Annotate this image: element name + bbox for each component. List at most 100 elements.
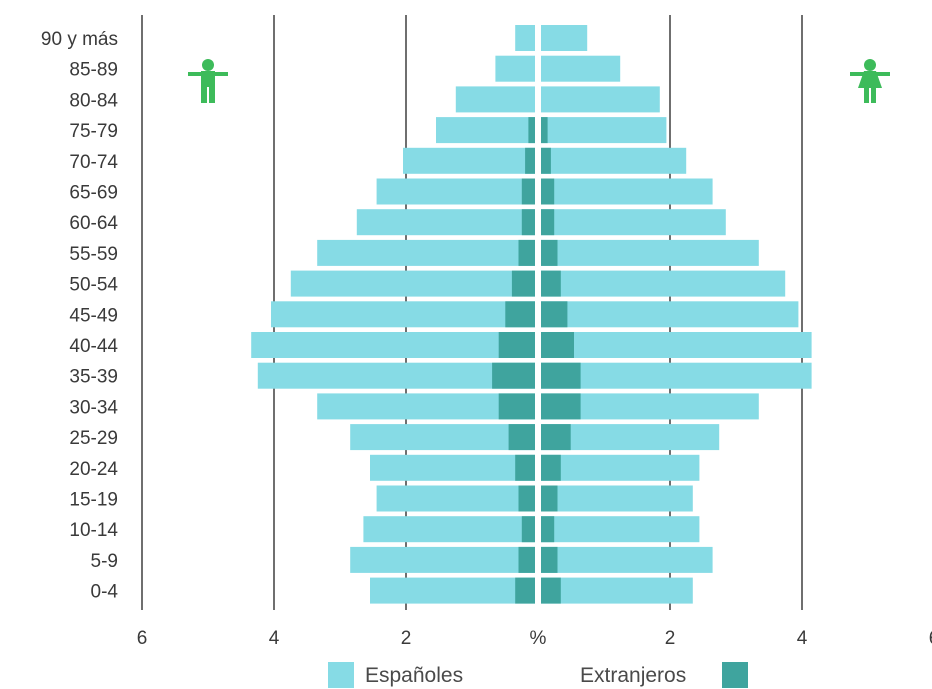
bar-extranjeros-men: [521, 209, 535, 236]
bar-espanoles-men: [515, 25, 535, 51]
bar-espanoles-men: [317, 239, 535, 266]
bar-espanoles-women: [541, 516, 700, 543]
bar-espanoles-men: [363, 516, 535, 543]
x-axis-ticks: 6 4 2 2 4 6%: [137, 628, 932, 649]
bar-espanoles-men: [271, 301, 535, 328]
age-group-label: 60-64: [69, 213, 118, 234]
bar-extranjeros-women: [541, 270, 561, 297]
age-group-label: 55-59: [69, 244, 118, 265]
bar-espanoles-women: [541, 362, 812, 389]
bar-extranjeros-women: [541, 301, 568, 328]
man-icon: [188, 59, 228, 103]
bar-extranjeros-men: [505, 301, 535, 328]
age-group-label: 85-89: [69, 60, 118, 81]
bar-espanoles-women: [541, 86, 660, 113]
bar-extranjeros-men: [515, 454, 535, 481]
bar-extranjeros-women: [541, 239, 558, 266]
bar-extranjeros-women: [541, 546, 558, 573]
bars: [251, 23, 812, 606]
bar-extranjeros-women: [541, 147, 551, 174]
x-tick-label: 6: [137, 628, 148, 649]
bar-extranjeros-women: [541, 393, 581, 420]
bar-extranjeros-men: [528, 117, 535, 144]
age-group-label: 40-44: [69, 336, 118, 357]
bar-extranjeros-men: [521, 516, 535, 543]
age-group-label: 15-19: [69, 490, 118, 511]
bar-extranjeros-women: [541, 424, 571, 451]
age-group-label: 30-34: [69, 397, 118, 418]
bar-espanoles-women: [541, 55, 621, 82]
bar-espanoles-women: [541, 209, 726, 236]
bar-espanoles-women: [541, 147, 687, 174]
bar-espanoles-men: [495, 55, 535, 82]
age-group-label: 90 y más: [41, 29, 118, 50]
bar-extranjeros-women: [541, 485, 558, 512]
legend-swatch-espanoles: [328, 662, 354, 688]
age-group-label: 80-84: [69, 90, 118, 111]
bar-espanoles-men: [356, 209, 535, 236]
bar-extranjeros-women: [541, 362, 581, 389]
bar-extranjeros-women: [541, 454, 561, 481]
bar-espanoles-men: [455, 86, 535, 113]
bar-espanoles-women: [541, 454, 700, 481]
bar-extranjeros-women: [541, 117, 548, 144]
bar-extranjeros-women: [541, 209, 555, 236]
bar-espanoles-men: [350, 546, 535, 573]
bar-extranjeros-men: [498, 332, 535, 358]
bar-extranjeros-women: [541, 516, 555, 543]
bar-extranjeros-women: [541, 178, 555, 205]
bar-extranjeros-men: [518, 546, 535, 573]
x-tick-label: 4: [797, 628, 808, 649]
bar-espanoles-women: [541, 25, 588, 51]
bar-espanoles-men: [251, 332, 535, 358]
bar-extranjeros-men: [492, 362, 535, 389]
age-labels: 90 y más 85-89 80-84 75-79 70-74 65-69 60-64 55…: [41, 29, 119, 603]
bar-extranjeros-men: [518, 239, 535, 266]
bar-extranjeros-men: [498, 393, 535, 420]
bar-extranjeros-men: [515, 577, 535, 604]
x-tick-label: 2: [665, 628, 676, 649]
bar-extranjeros-men: [525, 147, 535, 174]
age-group-label: 50-54: [69, 275, 118, 296]
x-tick-label: 2: [401, 628, 412, 649]
woman-icon: [850, 59, 890, 103]
bar-espanoles-women: [541, 577, 693, 604]
age-group-label: 0-4: [91, 582, 119, 603]
age-group-label: 10-14: [69, 520, 118, 541]
bar-espanoles-men: [436, 117, 535, 144]
bar-espanoles-women: [541, 332, 812, 358]
bar-espanoles-women: [541, 270, 786, 297]
bar-espanoles-men: [403, 147, 535, 174]
bar-espanoles-men: [370, 577, 535, 604]
bar-espanoles-men: [370, 454, 535, 481]
legend: Españoles Extranjeros: [0, 658, 932, 689]
age-group-label: 35-39: [69, 367, 118, 388]
bar-extranjeros-men: [511, 270, 535, 297]
bar-extranjeros-men: [508, 424, 535, 451]
bar-extranjeros-men: [521, 178, 535, 205]
bar-espanoles-men: [376, 485, 535, 512]
legend-label-extranjeros: Extranjeros: [580, 664, 687, 687]
age-group-label: 20-24: [69, 459, 118, 480]
bar-extranjeros-women: [541, 577, 561, 604]
age-group-label: 70-74: [69, 152, 118, 173]
bar-espanoles-women: [541, 239, 759, 266]
age-group-label: 75-79: [69, 121, 118, 142]
age-group-label: 65-69: [69, 183, 118, 204]
x-axis-center-label: %: [530, 628, 547, 649]
bar-espanoles-men: [376, 178, 535, 205]
bar-extranjeros-women: [541, 332, 574, 358]
bar-espanoles-men: [290, 270, 535, 297]
bar-espanoles-women: [541, 178, 713, 205]
legend-label-espanoles: Españoles: [365, 664, 464, 687]
age-group-label: 5-9: [91, 551, 118, 572]
bar-extranjeros-men: [518, 485, 535, 512]
x-tick-label: 4: [269, 628, 280, 649]
bar-espanoles-women: [541, 485, 693, 512]
bar-espanoles-women: [541, 117, 667, 144]
bar-espanoles-women: [541, 546, 713, 573]
bar-espanoles-men: [350, 424, 535, 451]
age-group-label: 45-49: [69, 305, 118, 326]
x-tick-label: 6: [929, 628, 932, 649]
